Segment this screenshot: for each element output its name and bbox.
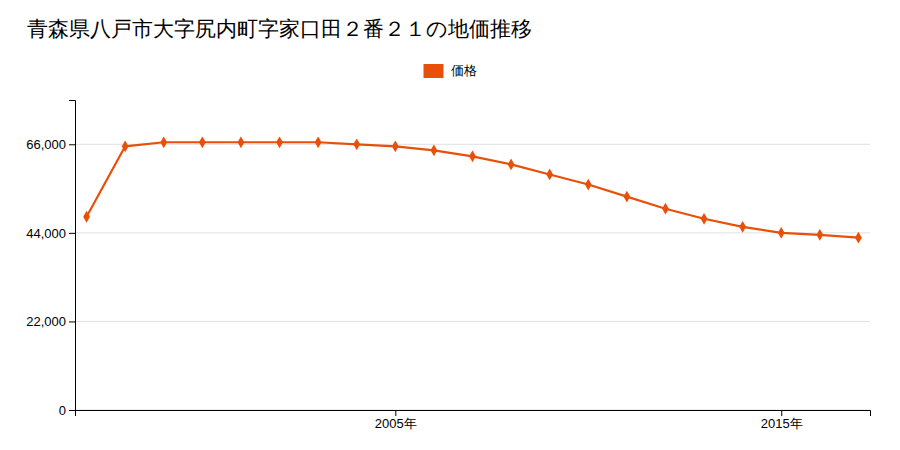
y-tick-mark <box>69 144 75 145</box>
marker <box>739 221 746 233</box>
marker <box>83 211 90 223</box>
marker <box>315 136 322 148</box>
title: 青森県八戸市大字尻内町字家口田２番２１の地価推移 <box>27 17 532 41</box>
x-tick-mark <box>781 410 782 416</box>
marker <box>392 140 399 152</box>
grid <box>75 144 870 410</box>
marker <box>238 136 245 148</box>
y-axis-line <box>69 101 76 411</box>
y-tick-label: 44,000 <box>26 226 66 241</box>
legend: 価格 <box>424 63 477 78</box>
marker <box>122 140 129 152</box>
y-tick: 0 <box>59 403 75 418</box>
marker <box>431 144 438 156</box>
marker <box>508 159 515 171</box>
y-tick-label: 0 <box>59 403 66 418</box>
y-tick-label: 22,000 <box>26 314 66 329</box>
x-axis: 2005年 2015年 <box>76 410 871 431</box>
legend-swatch <box>424 64 444 78</box>
y-tick: 44,000 <box>26 226 75 241</box>
marker <box>585 179 592 191</box>
marker <box>662 203 669 215</box>
y-tick-mark <box>69 410 75 411</box>
x-axis-line <box>76 411 871 417</box>
marker <box>855 232 862 244</box>
y-tick-mark <box>69 233 75 234</box>
marker <box>276 136 283 148</box>
marker <box>701 213 708 225</box>
line <box>87 142 859 237</box>
marker <box>469 150 476 162</box>
marker <box>160 136 167 148</box>
plot-area <box>83 136 862 243</box>
marker <box>623 191 630 203</box>
y-tick: 66,000 <box>26 137 75 152</box>
marker <box>546 169 553 181</box>
marker <box>778 227 785 239</box>
legend-label: 価格 <box>451 63 477 78</box>
marker <box>353 138 360 150</box>
y-tick-label: 66,000 <box>26 137 66 152</box>
grid-line <box>75 232 870 233</box>
x-tick-label: 2015年 <box>761 416 803 431</box>
x-tick-label: 2005年 <box>375 416 417 431</box>
chart: 青森県八戸市大字尻内町字家口田２番２１の地価推移 2005年 2015年 0 22,00… <box>0 0 900 450</box>
marker <box>199 136 206 148</box>
x-tick: 2005年 <box>375 410 417 431</box>
y-axis: 0 22,000 44,000 66,000 <box>26 101 75 418</box>
grid-line <box>75 144 870 145</box>
grid-line <box>75 321 870 322</box>
x-tick: 2015年 <box>761 410 803 431</box>
legend-item: 価格 <box>424 63 477 78</box>
marker <box>816 229 823 241</box>
x-tick-mark <box>395 410 396 416</box>
y-tick-mark <box>69 321 75 322</box>
y-tick: 22,000 <box>26 314 75 329</box>
